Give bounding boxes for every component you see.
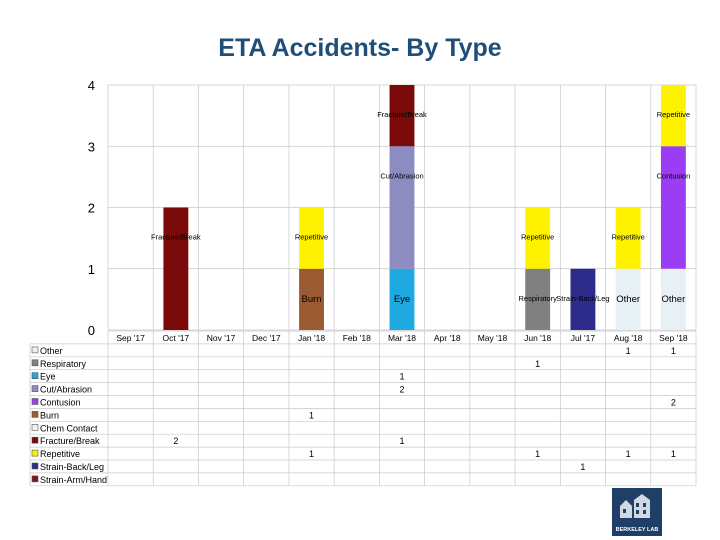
table-value: 1: [309, 449, 314, 459]
x-tick-label: Nov '17: [207, 333, 236, 343]
x-tick-label: Oct '17: [163, 333, 190, 343]
x-tick-label: Aug '18: [614, 333, 643, 343]
table-value: 1: [309, 410, 314, 420]
bar-segment: [660, 146, 686, 269]
legend-swatch: [31, 462, 39, 470]
bar-segment: [570, 268, 596, 330]
legend-label: Fracture/Break: [40, 436, 100, 446]
segment-label: Repetitive: [521, 233, 554, 242]
segment-label: Contusion: [656, 171, 690, 180]
table-value: 1: [671, 449, 676, 459]
x-tick-label: Mar '18: [388, 333, 416, 343]
table-value: 1: [671, 346, 676, 356]
table-value: 1: [535, 359, 540, 369]
page-title: ETA Accidents- By Type: [218, 34, 502, 62]
bar-segment: [615, 207, 641, 269]
legend-label: Burn: [40, 410, 59, 420]
legend-swatch: [31, 449, 39, 457]
segment-label: Strain-Back/Leg: [556, 294, 609, 303]
bar-segment: [525, 207, 551, 269]
legend-label: Strain-Arm/Hand: [40, 475, 107, 485]
segment-label: Repetitive: [295, 233, 328, 242]
x-tick-label: Sep '18: [659, 333, 688, 343]
x-tick-label: May '18: [478, 333, 508, 343]
table-value: 1: [626, 346, 631, 356]
legend-swatch: [31, 475, 39, 483]
segment-label: Cut/Abrasion: [380, 171, 423, 180]
legend-swatch: [31, 436, 39, 444]
x-tick-label: Apr '18: [434, 333, 461, 343]
x-tick-label: Jul '17: [571, 333, 596, 343]
legend-label: Contusion: [40, 398, 81, 408]
y-tick-label: 4: [88, 78, 95, 93]
legend-swatch: [31, 385, 39, 392]
x-tick-label: Dec '17: [252, 333, 281, 343]
table-value: 1: [399, 436, 404, 446]
table-value: 1: [626, 449, 631, 459]
bar-segment: [389, 146, 415, 269]
segment-label: Repetitive: [657, 110, 690, 119]
y-tick-label: 1: [88, 262, 95, 277]
table-value: 2: [399, 385, 404, 395]
y-tick-label: 3: [88, 139, 95, 154]
segment-label: Fracture/Break: [151, 233, 201, 242]
segment-label: Eye: [394, 294, 410, 305]
legend-label: Respiratory: [40, 359, 87, 369]
bar-segment: [299, 268, 324, 330]
legend-label: Chem Contact: [40, 423, 98, 433]
y-tick-label: 0: [88, 323, 95, 338]
legend-swatch: [31, 398, 39, 405]
berkeley-lab-logo: BERKELEY LAB: [612, 488, 662, 536]
legend-label: Cut/Abrasion: [40, 385, 92, 395]
legend-swatch: [31, 359, 39, 367]
logo-text: BERKELEY LAB: [615, 527, 659, 533]
legend-swatch: [31, 411, 39, 418]
table-value: 1: [399, 372, 404, 382]
segment-label: Burn: [301, 294, 321, 305]
bar-segment: [163, 207, 189, 330]
building-icon: [620, 494, 650, 518]
bar-segment: [525, 268, 551, 330]
x-tick-label: Jan '18: [298, 333, 325, 343]
segment-label: Other: [662, 294, 686, 305]
bar-segment: [389, 85, 415, 147]
bar-segment: [299, 207, 324, 269]
bar-segment: [660, 85, 686, 147]
segment-label: Repetitive: [611, 233, 644, 242]
table-value: 1: [580, 462, 585, 472]
y-tick-label: 2: [88, 201, 95, 216]
table-value: 2: [671, 398, 676, 408]
x-tick-label: Feb '18: [343, 333, 371, 343]
x-tick-label: Jun '18: [524, 333, 551, 343]
x-tick-label: Sep '17: [116, 333, 145, 343]
legend-label: Eye: [40, 372, 56, 382]
legend-swatch: [31, 423, 39, 431]
bar-segment: [615, 268, 641, 330]
segment-label: Fracture/Break: [377, 110, 427, 119]
legend-swatch: [31, 372, 39, 380]
bar-segment: [660, 268, 686, 330]
legend-label: Other: [40, 346, 63, 356]
legend-swatch: [31, 346, 39, 354]
bar-segment: [389, 268, 415, 330]
legend-label: Strain-Back/Leg: [40, 462, 104, 472]
segment-label: Respiratory: [519, 294, 558, 303]
table-value: 1: [535, 449, 540, 459]
table-value: 2: [173, 436, 178, 446]
segment-label: Other: [616, 294, 640, 305]
legend-label: Repetitive: [40, 449, 80, 459]
